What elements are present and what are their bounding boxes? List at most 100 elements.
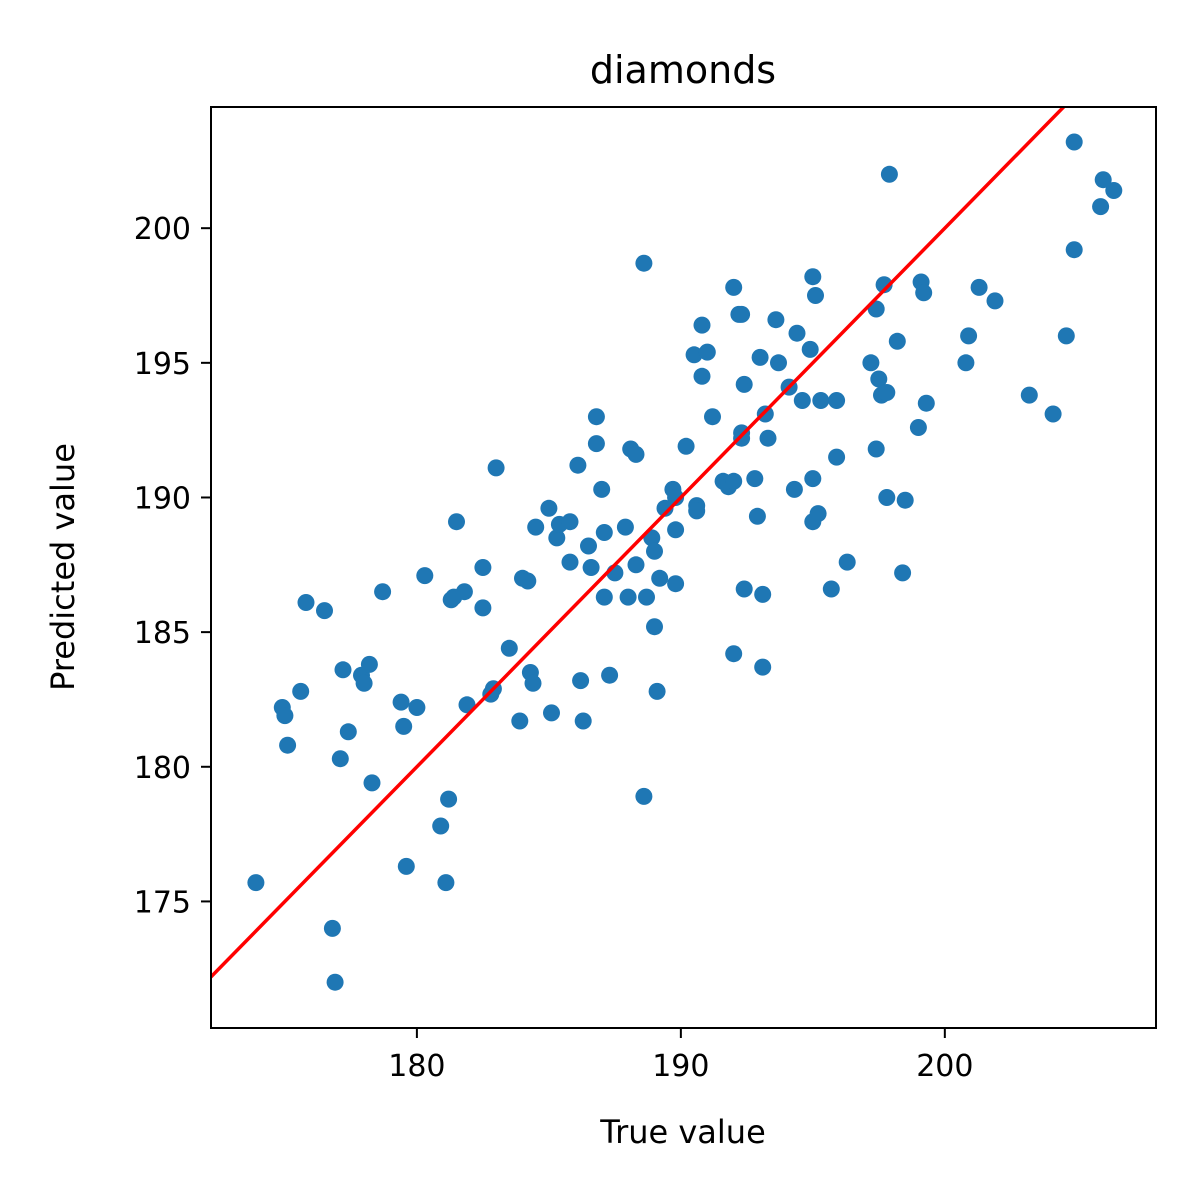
- data-point: [292, 682, 310, 700]
- data-point: [733, 305, 751, 323]
- plot-area-frame: [210, 106, 1157, 1029]
- data-point: [374, 583, 392, 601]
- data-point: [540, 499, 558, 517]
- data-point: [595, 524, 613, 541]
- data-point: [875, 276, 893, 294]
- reference-line: [211, 107, 1067, 980]
- data-point: [627, 445, 645, 463]
- data-point: [915, 284, 933, 302]
- data-point: [582, 559, 600, 576]
- data-point: [334, 661, 352, 679]
- data-point: [511, 712, 529, 730]
- data-point: [894, 564, 912, 582]
- data-point: [355, 674, 373, 692]
- data-point: [593, 480, 611, 498]
- data-point: [698, 343, 716, 361]
- data-point: [754, 585, 772, 603]
- data-point: [828, 448, 846, 466]
- data-point: [688, 502, 706, 520]
- data-point: [527, 518, 545, 536]
- data-point: [1065, 133, 1083, 151]
- data-point: [793, 392, 811, 409]
- data-point: [767, 311, 785, 329]
- data-point: [1105, 182, 1123, 199]
- data-point: [822, 580, 840, 598]
- data-point: [646, 618, 663, 636]
- data-point: [474, 559, 492, 576]
- data-point: [725, 278, 743, 296]
- data-point: [500, 639, 518, 657]
- data-point: [635, 787, 653, 805]
- y-tick-label: 195: [134, 347, 191, 382]
- data-point: [986, 292, 1004, 310]
- data-point: [759, 429, 777, 447]
- y-tick-label: 180: [134, 751, 191, 786]
- reference-line-layer: [211, 107, 1067, 980]
- data-point: [487, 459, 505, 477]
- data-point: [651, 569, 669, 587]
- data-point: [1057, 327, 1075, 345]
- data-point: [440, 790, 458, 808]
- x-tick-label: 190: [652, 1049, 709, 1084]
- data-point: [878, 384, 896, 401]
- data-point: [693, 367, 711, 385]
- data-point: [392, 693, 410, 711]
- data-point: [746, 470, 764, 488]
- data-point: [1044, 405, 1062, 423]
- y-tick-label: 175: [134, 885, 191, 920]
- y-tick-label: 190: [134, 481, 191, 516]
- data-point: [788, 324, 806, 342]
- data-point: [685, 346, 703, 364]
- data-point: [648, 682, 666, 700]
- data-point: [297, 594, 315, 611]
- data-point: [616, 518, 634, 536]
- data-point: [543, 704, 560, 722]
- x-tick-label: 180: [388, 1049, 445, 1084]
- data-point: [725, 472, 743, 490]
- data-point: [1094, 171, 1112, 189]
- data-point: [580, 537, 597, 555]
- data-point: [574, 712, 592, 730]
- data-point: [595, 588, 613, 606]
- data-point: [437, 874, 455, 892]
- data-point: [667, 521, 685, 539]
- data-point: [960, 327, 978, 345]
- data-point: [888, 332, 906, 350]
- x-tick-label: 200: [916, 1049, 973, 1084]
- data-point: [770, 354, 787, 372]
- data-point: [909, 419, 927, 436]
- data-point: [432, 817, 450, 835]
- data-point: [957, 354, 975, 372]
- data-point: [572, 672, 590, 690]
- data-point: [561, 553, 579, 571]
- data-point: [804, 268, 822, 286]
- data-point: [693, 316, 711, 334]
- data-point: [812, 392, 830, 409]
- data-point: [667, 489, 685, 506]
- data-point: [862, 354, 880, 372]
- data-point: [569, 456, 587, 474]
- data-point: [519, 572, 537, 590]
- data-point: [656, 499, 674, 517]
- data-point: [416, 567, 434, 585]
- data-point: [733, 424, 751, 442]
- y-tick-label: 200: [134, 212, 191, 247]
- data-point: [1065, 241, 1083, 259]
- chart-title: diamonds: [590, 48, 776, 92]
- data-point: [725, 645, 743, 663]
- points-layer: [247, 133, 1123, 991]
- data-point: [635, 254, 653, 272]
- data-point: [917, 394, 935, 412]
- data-point: [735, 375, 753, 393]
- data-point: [587, 408, 605, 426]
- data-point: [838, 553, 856, 571]
- data-point: [801, 340, 819, 358]
- y-tick-label: 185: [134, 616, 191, 651]
- data-point: [809, 505, 827, 523]
- data-point: [751, 348, 769, 366]
- data-point: [807, 287, 824, 304]
- data-point: [587, 435, 605, 453]
- data-point: [667, 575, 685, 593]
- data-point: [748, 507, 766, 525]
